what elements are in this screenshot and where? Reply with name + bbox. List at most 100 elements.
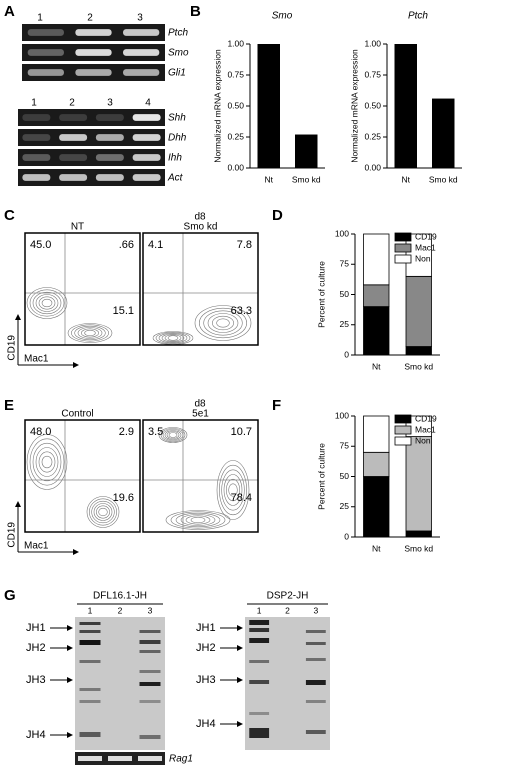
contour [74,325,106,341]
panel-label: E [4,397,14,414]
gel-strip [18,109,165,126]
quadrant-value: 3.5 [148,426,163,438]
legend-swatch [394,254,412,264]
gel-band [138,756,162,761]
x-tick-label: Smo kd [292,174,321,184]
x-tick-label: Smo kd [404,361,433,371]
y-tick-label: 75 [340,441,350,451]
bar-segment [363,306,390,356]
y-axis-label: CD19 [7,335,18,361]
gel-band [75,29,112,36]
gel-band [139,640,161,644]
contour [71,324,109,342]
gel-band [22,114,51,121]
gel-band [75,49,112,56]
legend-swatch [394,425,412,435]
bar [295,134,318,168]
gene-label: Smo [168,48,189,59]
lane-number: 4 [145,98,151,109]
contour [77,327,103,339]
quadrant-value: .66 [119,239,134,251]
quadrant-value: 2.9 [119,426,134,438]
contour [185,515,211,525]
panel-label: F [272,397,281,414]
bar [432,98,455,168]
legend-label: CD19 [415,231,437,241]
lane-number: 1 [31,98,37,109]
legend-label: Mac1 [415,242,436,252]
y-tick-label: 0.75 [364,69,381,79]
gel-band [123,69,160,76]
gel-band [95,134,124,141]
plot-title: NT [71,222,84,233]
lane-number: 3 [148,605,153,615]
lane-number: 3 [107,98,113,109]
x-axis-label: Mac1 [24,541,49,552]
contour [35,294,59,312]
x-tick-label: Nt [372,361,381,371]
contour [155,332,191,344]
contour [167,335,179,341]
gel-strip [18,149,165,166]
gene-label: Ihh [168,153,182,164]
panel-label: B [190,3,201,20]
y-tick-label: 100 [335,228,349,238]
panel-label: A [4,3,15,20]
quadrant-value: 10.7 [231,426,252,438]
band-label: JH4 [26,729,46,741]
y-tick-label: 0.25 [364,131,381,141]
y-axis-label: Percent of culture [316,261,326,328]
contour [84,329,96,337]
plot-frame [142,419,259,533]
gel-band [132,154,161,161]
x-tick-label: Nt [402,174,411,184]
contour [168,432,178,438]
y-tick-label: 1.00 [227,38,244,48]
contours [26,287,113,343]
contour [158,427,188,443]
x-tick-label: Nt [265,174,274,184]
quadrant-value: 7.8 [237,239,252,251]
legend-label: Non [415,435,431,445]
band-label: JH4 [196,718,216,730]
legend-label: Non [415,253,431,263]
gel-band [79,640,101,645]
legend-swatch [394,436,412,446]
gel-band [139,670,161,673]
gel-band [249,728,270,738]
quadrant-value: 45.0 [30,239,51,251]
contour [29,438,65,486]
y-tick-label: 1.00 [364,38,381,48]
quadrant-value: 63.3 [231,305,252,317]
contour [98,507,108,517]
bar-segment [363,284,390,308]
gel-band [305,730,326,734]
contour [26,287,68,319]
gel-title: DFL16.1-JH [93,591,147,602]
gel-band [95,154,124,161]
contour [32,442,62,482]
contour [26,434,68,490]
y-tick-label: 0 [344,531,349,541]
gel-band [139,630,161,633]
panel-label: G [4,587,16,604]
contour [89,498,117,526]
gene-label: Shh [168,113,186,124]
gel-band [139,682,161,686]
gel-title: DSP2-JH [267,591,309,602]
x-axis-label: Mac1 [24,354,49,365]
x-tick-label: Smo kd [429,174,458,184]
bar-segment [405,530,432,538]
y-tick-label: 0.00 [227,162,244,172]
contour [160,428,186,442]
lane-number: 3 [137,13,143,24]
contours [26,434,120,528]
contour [199,307,247,339]
gel-band [27,69,64,76]
gel-band [79,630,101,633]
contour [212,315,234,331]
bar-segment [363,476,390,538]
band-label: JH2 [26,642,46,654]
y-tick-label: 25 [340,501,350,511]
